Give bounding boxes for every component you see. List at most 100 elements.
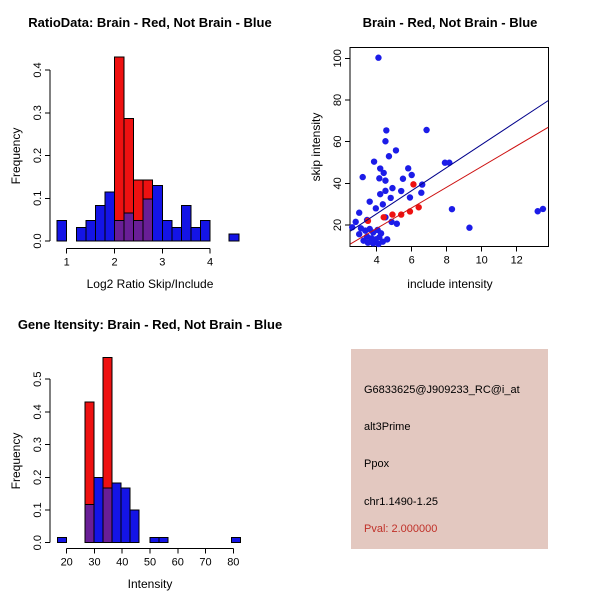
x-tick-label: 8 — [444, 255, 450, 267]
data-point — [399, 175, 407, 182]
x-tick-label: 4 — [207, 256, 213, 268]
y-tick-label: 0.3 — [32, 437, 44, 452]
x-tick-label: 1 — [64, 256, 70, 268]
histogram-bars — [57, 356, 242, 544]
blue-bar — [75, 226, 87, 242]
ratio-histogram-ylabel: Frequency — [9, 127, 23, 185]
blue-bar — [57, 536, 67, 544]
x-axis: 1 2 3 4 — [64, 247, 213, 268]
data-point — [387, 194, 394, 202]
data-point — [380, 214, 387, 221]
data-point — [418, 189, 425, 196]
data-point — [370, 240, 377, 247]
plot-box — [349, 47, 549, 248]
y-axis: 20 40 60 80 100 — [332, 49, 350, 231]
gene-histogram-ylabel: Frequency — [9, 432, 23, 490]
y-tick-label: 0.1 — [32, 502, 44, 517]
scatter-title: Brain - Red, Not Brain - Blue — [362, 15, 538, 30]
data-point — [372, 205, 380, 212]
y-tick-label: 40 — [332, 177, 344, 189]
data-point — [393, 220, 401, 227]
data-point — [415, 204, 422, 211]
data-point — [408, 171, 415, 179]
scatter-ylabel: skip intensity — [309, 112, 323, 182]
panel-ratio-histogram: RatioData: Brain - Red, Not Brain - Blue… — [0, 0, 300, 300]
probe-id: G6833625@J909233_RC@i_at — [364, 384, 520, 396]
gene-intensity-histogram-plot: 20 30 40 50 60 70 80 0.0 0.1 0.2 0.3 0.4 0.5 — [32, 356, 242, 568]
data-point — [534, 208, 541, 215]
blue-bar — [56, 219, 68, 242]
ratio-histogram-plot: 1 2 3 4 0.0 0.1 0.2 0.3 0.4 — [32, 56, 240, 268]
data-point — [406, 194, 414, 201]
y-tick-label: 0.1 — [32, 191, 44, 206]
x-tick-label: 30 — [88, 556, 100, 568]
panel-intensity-scatter: Brain - Red, Not Brain - Blue 4 6 8 10 12 20 4… — [300, 0, 600, 300]
y-tick-label: 0.2 — [32, 148, 44, 163]
intensity-scatter-plot: 4 6 8 10 12 20 40 60 80 100 — [332, 47, 549, 267]
y-tick-label: 0.0 — [32, 535, 44, 550]
y-axis: 0.0 0.1 0.2 0.3 0.4 0.5 — [32, 372, 51, 550]
data-point — [389, 211, 396, 218]
data-point — [362, 227, 369, 234]
blue-bar — [190, 226, 202, 242]
blue-bar — [231, 536, 242, 544]
blue-bar — [93, 476, 104, 544]
blue-bar — [104, 191, 116, 242]
data-point — [356, 230, 363, 238]
data-point — [382, 187, 389, 195]
panel-gene-info: G6833625@J909233_RC@i_at alt3Prime Ppox … — [300, 300, 600, 600]
blue-bar — [180, 205, 192, 242]
blue-bar — [149, 536, 160, 544]
blue-bar — [161, 219, 173, 242]
overlap-bar — [142, 198, 154, 242]
x-tick-label: 2 — [111, 256, 117, 268]
brain-fit-line — [350, 126, 549, 245]
blue-bar — [228, 233, 240, 242]
x-tick-label: 60 — [172, 556, 184, 568]
p-value: Pval: 2.000000 — [364, 523, 438, 535]
y-tick-label: 80 — [332, 94, 344, 106]
x-tick-label: 80 — [227, 556, 239, 568]
blue-bar — [111, 482, 122, 544]
data-point — [389, 184, 396, 192]
x-axis: 4 6 8 10 12 — [374, 246, 523, 267]
data-point — [375, 54, 382, 61]
y-tick-label: 60 — [332, 136, 344, 148]
red-bar — [114, 56, 125, 242]
overlap-bar — [133, 219, 144, 242]
data-point — [364, 217, 372, 225]
blue-bar — [152, 184, 163, 242]
data-point — [356, 209, 363, 216]
scatter-xlabel: include intensity — [407, 277, 493, 291]
blue-bar — [94, 205, 106, 242]
y-tick-label: 100 — [332, 49, 344, 67]
series-not-brain — [349, 54, 547, 248]
x-tick-label: 70 — [199, 556, 211, 568]
x-tick-label: 4 — [374, 255, 380, 267]
series-brain — [364, 181, 422, 225]
not-brain-fit-line — [350, 100, 549, 232]
y-tick-label: 0.5 — [32, 372, 44, 387]
blue-bar — [120, 487, 131, 544]
blue-bar — [158, 536, 169, 544]
data-point — [379, 201, 387, 208]
splice-type: alt3Prime — [364, 421, 411, 433]
y-tick-label: 0.0 — [32, 233, 44, 248]
blue-bar — [129, 509, 140, 544]
chromosome-location: chr1.1490-1.25 — [364, 496, 438, 508]
y-tick-label: 0.3 — [32, 105, 44, 120]
y-tick-label: 0.4 — [32, 404, 44, 419]
overlap-bar — [102, 487, 113, 544]
data-point — [385, 153, 393, 160]
data-point — [398, 187, 405, 195]
data-point — [366, 198, 373, 205]
x-tick-label: 3 — [159, 256, 165, 268]
histogram-bars — [56, 56, 240, 242]
data-point — [382, 177, 389, 184]
blue-bar — [200, 219, 211, 242]
data-point — [375, 240, 382, 248]
info-box: G6833625@J909233_RC@i_at alt3Prime Ppox … — [351, 349, 548, 549]
data-point — [370, 158, 378, 165]
data-point — [380, 169, 387, 177]
gene-histogram-title: Gene Itensity: Brain - Red, Not Brain - … — [17, 317, 283, 332]
